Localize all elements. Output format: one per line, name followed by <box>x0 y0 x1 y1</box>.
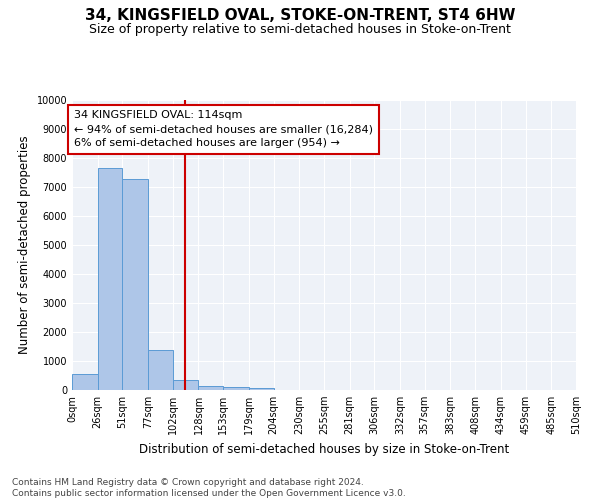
Bar <box>223 387 249 390</box>
Bar <box>98 168 122 390</box>
Bar <box>148 350 173 390</box>
Text: 34 KINGSFIELD OVAL: 114sqm
← 94% of semi-detached houses are smaller (16,284)
6%: 34 KINGSFIELD OVAL: 114sqm ← 94% of semi… <box>74 110 373 148</box>
Y-axis label: Number of semi-detached properties: Number of semi-detached properties <box>18 136 31 354</box>
Bar <box>249 388 274 390</box>
Text: Contains HM Land Registry data © Crown copyright and database right 2024.
Contai: Contains HM Land Registry data © Crown c… <box>12 478 406 498</box>
Bar <box>173 380 199 390</box>
Text: Distribution of semi-detached houses by size in Stoke-on-Trent: Distribution of semi-detached houses by … <box>139 442 509 456</box>
Text: Size of property relative to semi-detached houses in Stoke-on-Trent: Size of property relative to semi-detach… <box>89 22 511 36</box>
Bar <box>72 374 98 390</box>
Bar <box>199 386 223 390</box>
Text: 34, KINGSFIELD OVAL, STOKE-ON-TRENT, ST4 6HW: 34, KINGSFIELD OVAL, STOKE-ON-TRENT, ST4… <box>85 8 515 22</box>
Bar <box>122 179 148 390</box>
